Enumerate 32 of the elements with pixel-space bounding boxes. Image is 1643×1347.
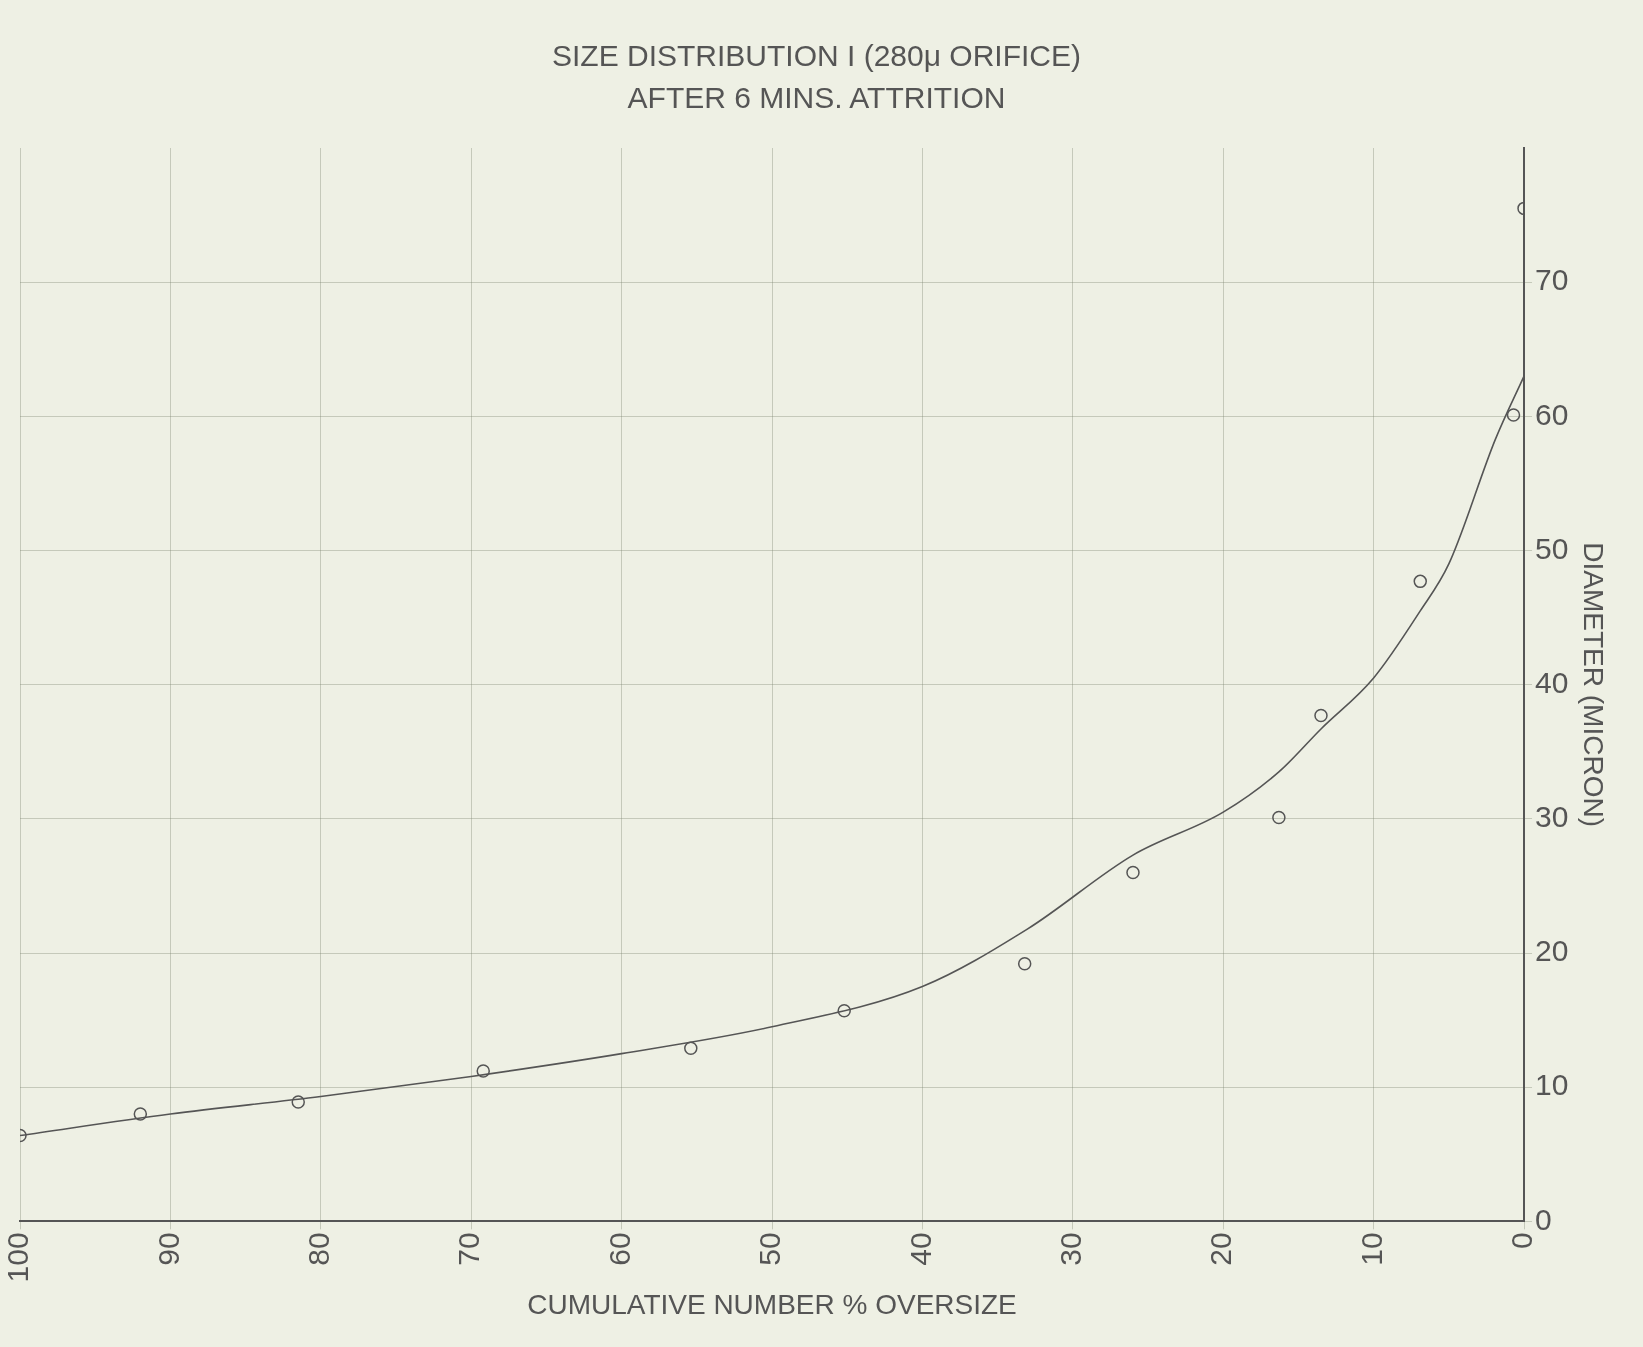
y-tick-label: 10 bbox=[1535, 1068, 1569, 1102]
y-tick-label: 50 bbox=[1535, 531, 1569, 565]
point bbox=[1017, 956, 1032, 971]
y-tick-label: 70 bbox=[1535, 263, 1569, 297]
point bbox=[476, 1064, 490, 1078]
chart-title: SIZE DISTRIBUTION I (280μ ORIFICE) bbox=[551, 39, 1082, 73]
point bbox=[684, 1041, 698, 1056]
point bbox=[1413, 574, 1427, 589]
x-tick-label: 100 bbox=[1, 1232, 35, 1283]
y-tick-label: 40 bbox=[1535, 665, 1569, 699]
x-tick-label: 40 bbox=[903, 1232, 937, 1266]
x-axis-title: CUMULATIVE NUMBER % OVERSIZE bbox=[527, 1288, 1017, 1320]
x-tick-label: 10 bbox=[1354, 1232, 1388, 1266]
point bbox=[1506, 408, 1521, 422]
x-tick-label: 80 bbox=[302, 1232, 336, 1266]
y-tick-label: 30 bbox=[1535, 800, 1569, 834]
x-tick-label: 50 bbox=[753, 1232, 787, 1266]
x-tick-label: 20 bbox=[1204, 1232, 1238, 1266]
y-tick-label: 20 bbox=[1535, 934, 1569, 968]
point bbox=[1314, 708, 1328, 723]
point bbox=[133, 1107, 148, 1121]
chart-subtitle: AFTER 6 MINS. ATTRITION bbox=[627, 81, 1006, 115]
point bbox=[1126, 865, 1140, 880]
point bbox=[291, 1095, 305, 1109]
x-tick-label: 90 bbox=[151, 1232, 185, 1266]
y-axis-title: DIAMETER (MICRON) bbox=[1578, 542, 1610, 827]
x-tick-label: 30 bbox=[1054, 1232, 1088, 1266]
point bbox=[837, 1003, 851, 1018]
y-tick-label: 60 bbox=[1535, 397, 1569, 431]
x-tick-label: 70 bbox=[452, 1232, 486, 1266]
point bbox=[1272, 810, 1286, 825]
x-tick-label: 60 bbox=[602, 1232, 636, 1266]
